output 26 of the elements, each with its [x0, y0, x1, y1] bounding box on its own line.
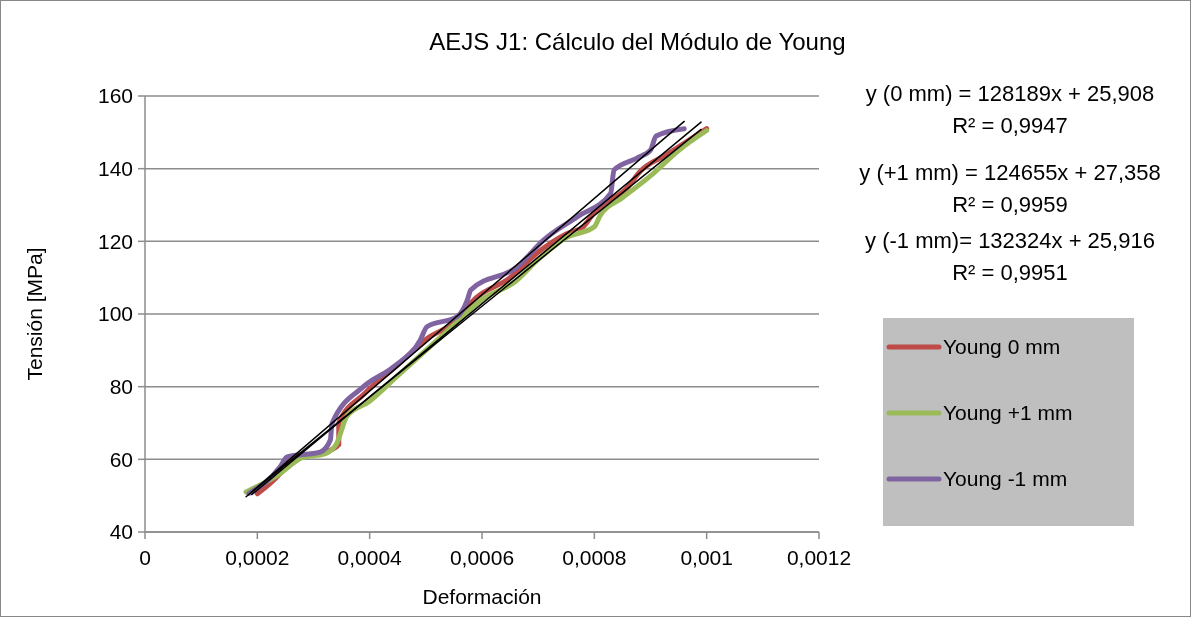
y-axis-title: Tensión [MPa] — [23, 247, 46, 381]
text: R² = 0,9951 — [952, 259, 1068, 285]
y-tick-label: 100 — [97, 302, 133, 326]
text: R² = 0,9947 — [952, 112, 1068, 138]
x-tick-label: 0,0006 — [449, 546, 515, 569]
y-tick-label: 40 — [109, 520, 133, 544]
y-tick-label: 140 — [97, 157, 133, 181]
text: y (+1 mm) = 124655x + 27,358 — [859, 159, 1161, 185]
x-tick-label: 0 — [139, 546, 151, 569]
text: y (0 mm) = 128189x + 25,908 — [865, 80, 1155, 106]
y-tick-label: 160 — [97, 84, 133, 108]
y-tick-label: 80 — [109, 375, 133, 399]
x-tick-label: 0,0012 — [786, 546, 852, 569]
legend-label: Young +1 mm — [943, 401, 1073, 425]
x-tick-label: 0,0004 — [337, 546, 403, 569]
x-tick-label: 0,0008 — [562, 546, 627, 569]
chart-title: AEJS J1: Cálculo del Módulo de Young — [429, 28, 846, 55]
text: y (-1 mm)= 132324x + 25,916 — [865, 227, 1155, 253]
text: R² = 0,9959 — [952, 191, 1068, 217]
y-tick-label: 60 — [109, 447, 133, 471]
x-tick-label: 0,001 — [680, 546, 733, 569]
legend-label: Young 0 mm — [943, 335, 1061, 359]
legend-label: Young -1 mm — [943, 467, 1068, 491]
x-tick-label: 0,0002 — [225, 546, 290, 569]
x-axis-title: Deformación — [422, 585, 542, 608]
y-tick-label: 120 — [97, 229, 133, 253]
